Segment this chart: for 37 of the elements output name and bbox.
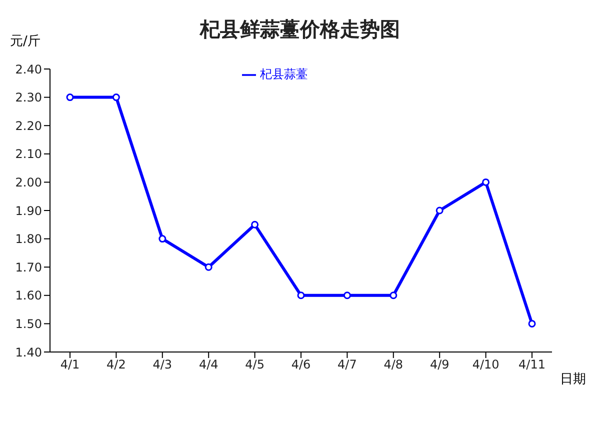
x-tick-label: 4/3 (152, 358, 172, 372)
x-tick-label: 4/9 (430, 358, 450, 372)
point (112, 94, 120, 102)
point (528, 320, 536, 328)
point (297, 292, 305, 300)
y-tick-label: 1.70 (15, 260, 42, 274)
point (204, 263, 212, 271)
x-tick-label: 4/2 (106, 358, 126, 372)
y-axis-title: 元/斤 (10, 33, 40, 50)
legend-label: 杞县蒜薹 (260, 67, 308, 81)
point (251, 220, 259, 228)
x-tick-label: 4/6 (291, 358, 311, 372)
point (482, 178, 490, 186)
point (343, 292, 351, 300)
x-tick-label: 4/1 (60, 358, 80, 372)
x-tick-label: 4/8 (384, 358, 404, 372)
y-tick-label: 2.10 (15, 147, 42, 162)
x-tick-label: 4/10 (472, 358, 500, 372)
y-tick-label: 2.00 (15, 175, 42, 190)
point (390, 292, 398, 300)
y-tick-label: 2.20 (15, 118, 42, 133)
y-tick-label: 2.40 (15, 62, 42, 76)
y-tick-label: 1.90 (15, 204, 42, 218)
x-tick-label: 4/5 (245, 358, 264, 372)
y-tick-label: 1.80 (15, 232, 42, 246)
chart-title: 杞县鲜蒜薹价格走势图 (200, 17, 400, 41)
y-tick-label: 1.60 (15, 288, 42, 303)
point (66, 94, 74, 102)
x-axis-title: 日期 (560, 371, 586, 388)
x-tick-label: 4/7 (338, 358, 357, 372)
point (158, 235, 166, 243)
x-tick-label: 4/4 (198, 358, 218, 372)
y-tick-label: 2.30 (15, 90, 42, 105)
y-tick-label: 1.50 (15, 316, 42, 331)
y-tick-label: 1.40 (15, 345, 42, 360)
point (436, 206, 444, 214)
x-tick-label: 4/11 (518, 358, 546, 372)
